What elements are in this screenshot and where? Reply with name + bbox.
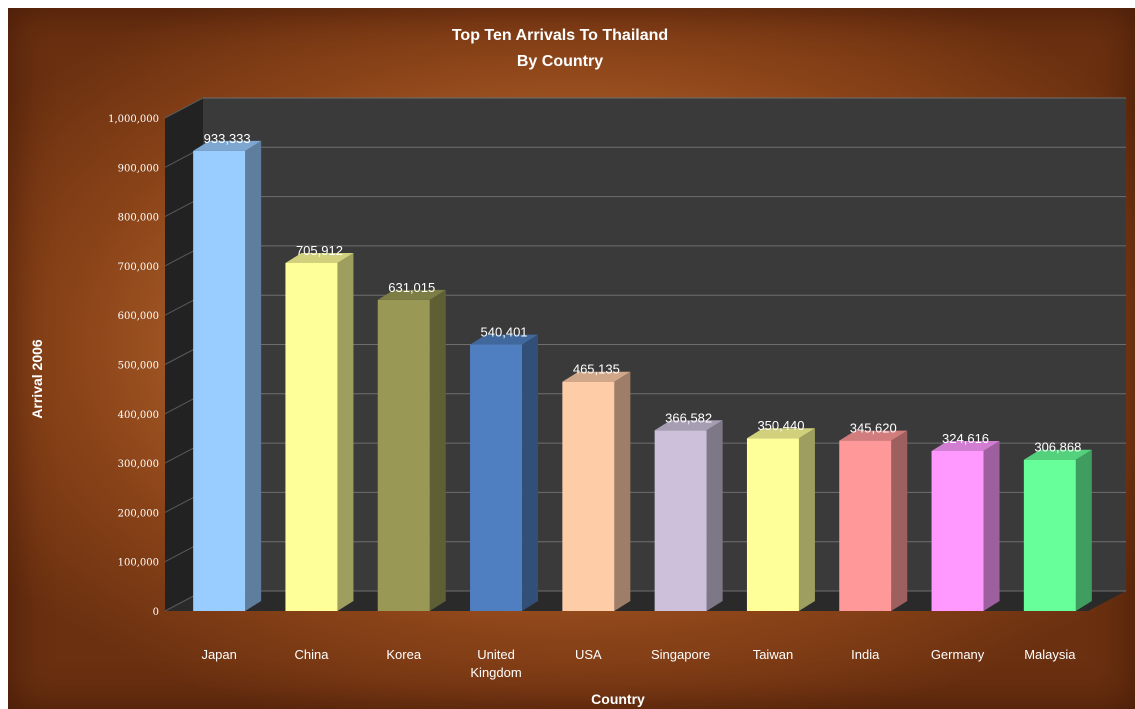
- x-tick-label: Taiwan: [753, 647, 793, 662]
- y-tick-label: 500,000: [118, 361, 159, 372]
- x-tick-label: USA: [575, 647, 602, 662]
- y-tick-label: 1,000,000: [108, 114, 159, 125]
- bar-top: [839, 430, 908, 441]
- bar-top: [470, 334, 539, 345]
- bar-top: [746, 428, 815, 439]
- bar-front: [654, 430, 707, 611]
- x-axis-label: Country: [591, 691, 645, 707]
- bar-side: [337, 252, 354, 611]
- x-tick-label: India: [851, 647, 880, 662]
- data-label: 540,401: [481, 325, 528, 340]
- gridline-side: [164, 97, 204, 119]
- data-label: 366,582: [665, 410, 712, 425]
- data-label: 465,135: [573, 362, 620, 377]
- bar: [193, 140, 262, 612]
- y-tick-label: 600,000: [118, 311, 159, 322]
- bar-front: [285, 262, 338, 611]
- bar: [654, 420, 723, 611]
- y-tick-label: 800,000: [118, 213, 159, 224]
- bar-top: [931, 440, 1000, 451]
- chart-canvas: 0 100,000 200,000 300,000 400,000 500,000 600,…: [29, 27, 1126, 707]
- bar-top: [193, 140, 262, 151]
- x-tick-label: Japan: [201, 647, 236, 662]
- bar-top: [654, 420, 723, 431]
- bar: [931, 440, 1000, 611]
- data-label: 350,440: [757, 418, 804, 433]
- y-tick-label: 400,000: [118, 410, 159, 421]
- data-label: 306,868: [1034, 440, 1081, 455]
- bar: [377, 289, 446, 611]
- y-axis-ticks: 0 100,000 200,000 300,000 400,000 500,000 600,…: [108, 114, 159, 618]
- bar-top: [1023, 449, 1092, 460]
- bar-side: [798, 428, 815, 611]
- bar-top: [285, 252, 354, 263]
- x-axis-ticks: Japan China Korea United Kingdom USA Singapore…: [201, 647, 1076, 680]
- bar-front: [562, 381, 615, 611]
- bar: [470, 334, 539, 611]
- bar-side: [614, 371, 631, 611]
- data-label: 324,616: [942, 431, 989, 446]
- chart-title: Top Ten Arrivals To Thailand: [452, 27, 668, 44]
- y-tick-label: 200,000: [118, 508, 159, 519]
- bar-side: [983, 440, 1000, 611]
- x-tick-label: China: [294, 647, 329, 662]
- bar-side: [891, 430, 908, 611]
- y-tick-label: 300,000: [118, 459, 159, 470]
- y-tick-label: 900,000: [118, 163, 159, 174]
- bar-front: [470, 344, 523, 611]
- x-tick-label: United Kingdom: [470, 647, 521, 680]
- bar-front: [839, 440, 892, 611]
- data-labels: 933,333 705,912 631,015 540,401 465,135 366,5…: [204, 131, 1082, 455]
- bar-side: [522, 334, 539, 611]
- bar-side: [706, 420, 723, 611]
- y-axis-label: Arrival 2006: [29, 339, 45, 419]
- data-label: 345,620: [850, 421, 897, 436]
- bar: [1023, 449, 1092, 611]
- bar-front: [377, 299, 430, 611]
- data-label: 705,912: [296, 243, 343, 258]
- bar-front: [746, 438, 799, 611]
- bar-front: [1023, 459, 1076, 611]
- bar: [746, 428, 815, 611]
- x-tick-label: Korea: [386, 647, 421, 662]
- data-label: 933,333: [204, 131, 251, 146]
- y-tick-label: 100,000: [118, 558, 159, 569]
- bar-side: [429, 289, 446, 611]
- chart-subtitle: By Country: [517, 53, 603, 70]
- y-tick-label: 700,000: [118, 262, 159, 273]
- bar: [285, 252, 354, 611]
- data-label: 631,015: [388, 280, 435, 295]
- x-tick-label: Germany: [931, 647, 985, 662]
- bar-top: [562, 371, 631, 382]
- bar-side: [245, 140, 262, 612]
- bar-front: [193, 150, 246, 612]
- bar-side: [1075, 449, 1092, 611]
- x-tick-label: Singapore: [651, 647, 710, 662]
- bar: [562, 371, 631, 611]
- bars: [193, 140, 1092, 612]
- y-tick-label: 0: [153, 607, 159, 618]
- bar: [839, 430, 908, 611]
- bar-front: [931, 450, 984, 611]
- bar-top: [377, 289, 446, 300]
- x-tick-label: Malaysia: [1024, 647, 1076, 662]
- chart-frame: 0 100,000 200,000 300,000 400,000 500,000 600,…: [8, 8, 1135, 709]
